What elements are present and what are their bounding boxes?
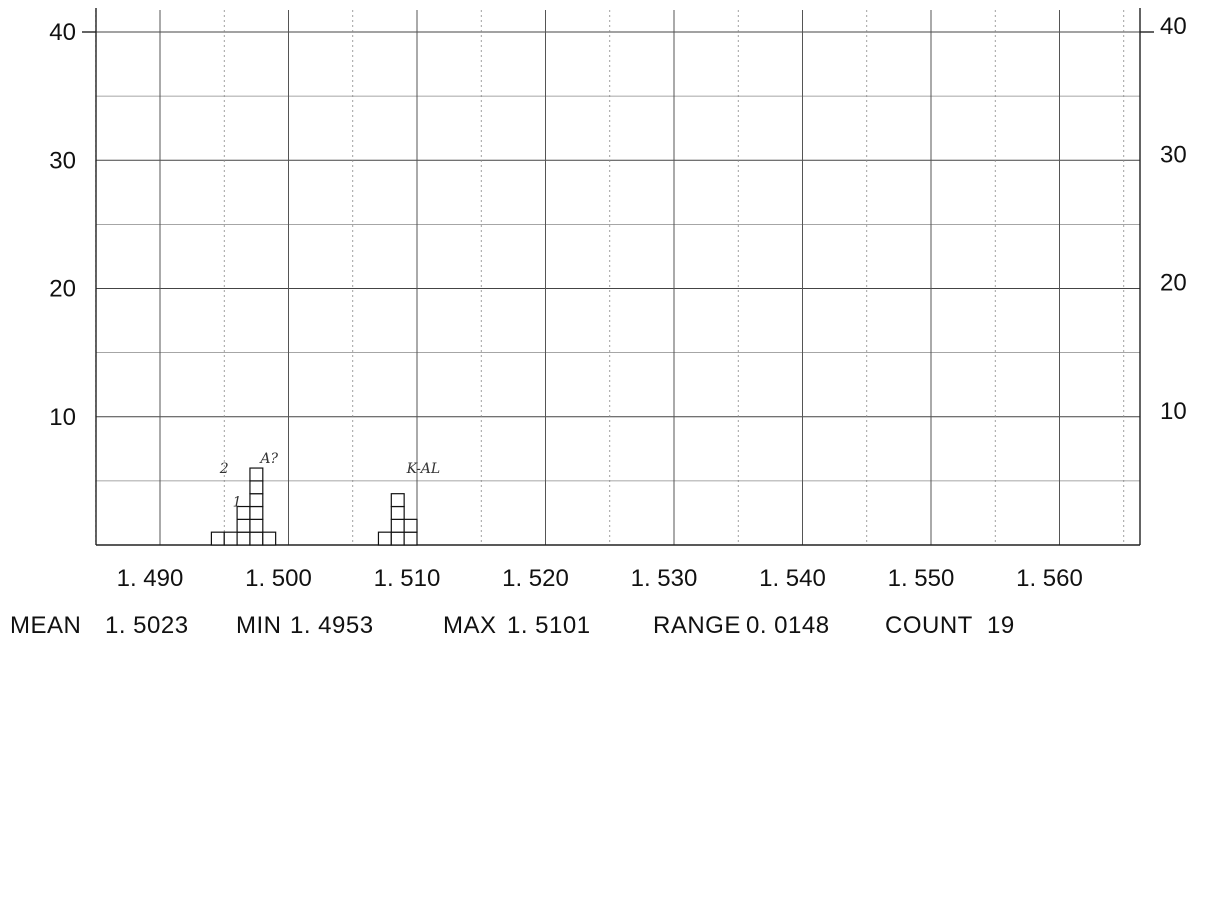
histogram-unit-box <box>390 493 405 508</box>
y-tick-label-left: 40 <box>49 19 76 46</box>
histogram-bar <box>390 493 405 546</box>
x-tick-label: 1. 530 <box>631 565 698 592</box>
y-tick-labels-right: 10 20 30 40 <box>1160 13 1187 425</box>
x-tick-labels: 1. 490 1. 500 1. 510 1. 520 1. 530 1. 540 1. 5… <box>117 565 1083 592</box>
histogram-unit-box <box>249 518 264 533</box>
min-value: 1. 4953 <box>290 612 374 639</box>
mean-label: MEAN <box>10 612 82 639</box>
y-tick-label-right: 20 <box>1160 270 1187 297</box>
histogram-bar <box>210 531 225 546</box>
annotation-text: 2 <box>219 461 229 477</box>
histogram-unit-box <box>249 480 264 495</box>
max-label: MAX <box>443 612 497 639</box>
histogram-chart: 10 20 30 40 10 20 30 40 1. 490 1. 500 1. 510 1. 5… <box>49 8 1187 592</box>
histogram-unit-box <box>377 531 392 546</box>
x-tick-label: 1. 490 <box>117 565 184 592</box>
y-tick-labels-left: 10 20 30 40 <box>49 19 76 431</box>
histogram-bar <box>236 505 251 546</box>
histogram-bar <box>403 518 418 546</box>
histogram-bars <box>210 467 418 546</box>
histogram-unit-box <box>390 531 405 546</box>
histogram-unit-box <box>249 505 264 520</box>
histogram-unit-box <box>403 518 418 533</box>
mean-value: 1. 5023 <box>105 612 189 639</box>
count-value: 19 <box>987 612 1015 639</box>
x-tick-label: 1. 520 <box>502 565 569 592</box>
histogram-unit-box <box>249 467 264 482</box>
histogram-unit-box <box>236 518 251 533</box>
histogram-unit-box <box>262 531 277 546</box>
axes <box>82 8 1154 546</box>
x-tick-label: 1. 510 <box>374 565 441 592</box>
annotation-text: A? <box>258 451 278 467</box>
y-tick-label-right: 40 <box>1160 13 1187 40</box>
histogram-unit-box <box>210 531 225 546</box>
histogram-bar <box>223 531 238 546</box>
y-tick-label-left: 20 <box>49 276 76 303</box>
range-value: 0. 0148 <box>746 612 830 639</box>
y-tick-label-left: 30 <box>49 147 76 174</box>
summary-statistics: MEAN 1. 5023 MIN 1. 4953 MAX 1. 5101 RAN… <box>10 612 1014 920</box>
y-tick-label-left: 10 <box>49 404 76 431</box>
x-tick-label: 1. 540 <box>759 565 826 592</box>
x-tick-label: 1. 560 <box>1016 565 1083 592</box>
histogram-bar <box>262 531 277 546</box>
histogram-bar <box>377 531 392 546</box>
annotation-text: 1 <box>233 495 242 511</box>
histogram-unit-box <box>249 531 264 546</box>
annotation-text: K-AL <box>406 461 441 477</box>
x-tick-label: 1. 550 <box>888 565 955 592</box>
handwritten-annotations: A? 2 1 K-AL <box>219 451 440 511</box>
grid-lines <box>95 10 1140 545</box>
count-label: COUNT <box>885 612 973 639</box>
min-label: MIN <box>236 612 282 639</box>
histogram-unit-box <box>249 493 264 508</box>
histogram-unit-box <box>403 531 418 546</box>
histogram-unit-box <box>390 518 405 533</box>
histogram-unit-box <box>236 531 251 546</box>
x-tick-label: 1. 500 <box>245 565 312 592</box>
histogram-unit-box <box>390 505 405 520</box>
y-tick-label-right: 30 <box>1160 141 1187 168</box>
histogram-bar <box>249 467 264 546</box>
y-tick-label-right: 10 <box>1160 398 1187 425</box>
histogram-unit-box <box>223 531 238 546</box>
range-label: RANGE <box>653 612 741 639</box>
max-value: 1. 5101 <box>507 612 591 639</box>
